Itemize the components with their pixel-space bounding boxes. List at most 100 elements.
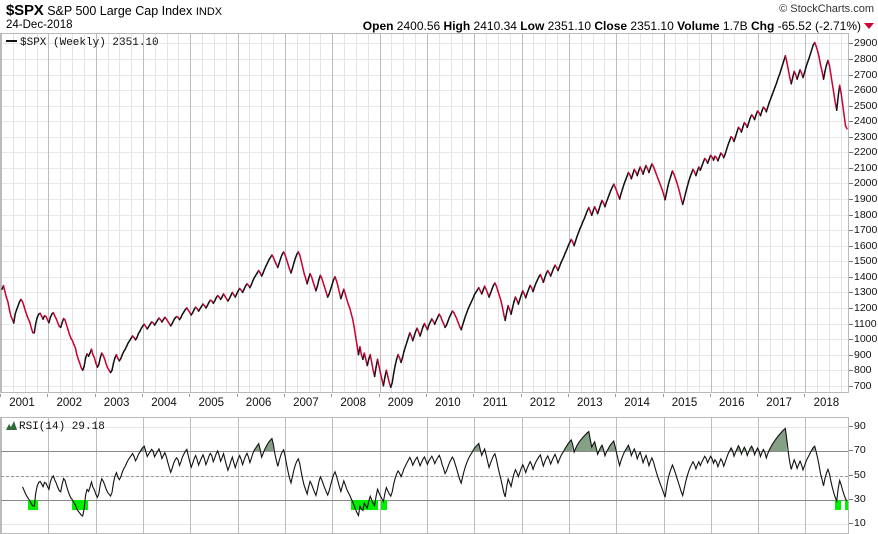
gridline-quarter bbox=[769, 34, 771, 392]
x-tick-label-2016: 2016 bbox=[719, 397, 745, 409]
price-y-tick-label: 1000 bbox=[854, 333, 878, 346]
price-y-tick-mark bbox=[849, 214, 853, 216]
gridline-quarter bbox=[225, 34, 227, 392]
gridline-horizontal bbox=[1, 370, 848, 372]
price-y-tick-mark bbox=[849, 74, 853, 76]
gridline-horizontal bbox=[1, 121, 848, 123]
x-tick-label-2014: 2014 bbox=[624, 397, 650, 409]
gridline-quarter bbox=[793, 34, 795, 392]
gridline-quarter bbox=[24, 34, 26, 392]
gridline-horizontal bbox=[1, 276, 848, 278]
gridline-horizontal bbox=[1, 90, 848, 91]
rsi-legend: RSI(14) 29.18 bbox=[6, 421, 105, 433]
rsi-level-70 bbox=[1, 451, 848, 452]
symbol-exchange: INDX bbox=[195, 6, 223, 18]
gridline-year bbox=[805, 34, 807, 392]
symbol-name: S&P 500 Large Cap Index bbox=[47, 4, 193, 18]
gridline-horizontal bbox=[1, 385, 848, 387]
price-y-tick-label: 1400 bbox=[854, 270, 878, 283]
price-y-tick-label: 2600 bbox=[854, 84, 878, 96]
gridline-horizontal bbox=[1, 43, 848, 45]
rsi-oversold-box bbox=[381, 500, 388, 510]
price-y-tick-label: 2400 bbox=[854, 115, 878, 128]
x-tick-label-2010: 2010 bbox=[435, 397, 461, 409]
x-tick-label-2017: 2017 bbox=[766, 397, 792, 409]
x-tick-mark bbox=[236, 394, 238, 397]
gridline-year bbox=[426, 34, 428, 392]
x-tick-label-2005: 2005 bbox=[198, 397, 225, 409]
gridline-quarter bbox=[119, 34, 121, 392]
quote-date: 24-Dec-2018 bbox=[6, 19, 73, 31]
price-y-tick-label: 2000 bbox=[854, 177, 878, 190]
x-tick-mark bbox=[520, 394, 522, 397]
gridline-quarter bbox=[604, 34, 606, 392]
open-value: 2400.56 bbox=[396, 19, 441, 33]
price-y-tick-label: 1300 bbox=[854, 286, 878, 299]
gridline-year bbox=[379, 34, 381, 392]
price-chart-panel[interactable] bbox=[0, 33, 849, 393]
gridline-horizontal bbox=[1, 245, 848, 247]
x-tick-mark bbox=[804, 394, 806, 397]
gridline-quarter bbox=[722, 34, 724, 392]
x-tick-mark bbox=[473, 394, 475, 397]
price-y-tick-mark bbox=[849, 199, 853, 200]
gridline-quarter bbox=[533, 34, 535, 392]
price-y-tick-label: 1600 bbox=[854, 239, 878, 252]
gridline-quarter bbox=[746, 34, 748, 392]
x-tick-mark bbox=[615, 394, 617, 397]
price-legend-label: $SPX (Weekly) 2351.10 bbox=[20, 37, 159, 49]
gridline-year bbox=[474, 34, 476, 392]
price-y-tick-label: 1800 bbox=[854, 208, 878, 221]
price-y-tick-mark bbox=[849, 261, 853, 263]
x-axis: 2001 2002 2003 2004 2005 2006 2007 2008 2009 2010… bbox=[0, 394, 849, 414]
gridline-quarter bbox=[403, 34, 405, 392]
rsi-y-tick-label: 50 bbox=[854, 468, 866, 481]
gridline-quarter bbox=[545, 34, 547, 392]
rsi-chart-panel[interactable] bbox=[0, 417, 849, 534]
high-value: 2410.34 bbox=[473, 19, 517, 33]
chart-title: $SPX S&P 500 Large Cap Index INDX bbox=[6, 3, 222, 20]
gridline-quarter bbox=[166, 34, 168, 392]
price-y-tick-label: 1700 bbox=[854, 224, 878, 237]
x-tick-mark bbox=[425, 394, 427, 397]
gridline-year bbox=[143, 34, 144, 392]
gridline-horizontal bbox=[1, 230, 848, 232]
price-y-tick-label: 800 bbox=[854, 364, 872, 377]
price-y-tick-mark bbox=[849, 370, 853, 372]
rsi-y-tick-mark bbox=[849, 499, 853, 500]
mountain-area-icon bbox=[6, 421, 17, 430]
gridline-horizontal bbox=[1, 167, 848, 169]
price-y-tick-mark bbox=[849, 292, 853, 294]
gridline-quarter bbox=[628, 34, 629, 392]
rsi-line-series bbox=[1, 418, 848, 533]
rsi-y-tick-mark bbox=[849, 474, 853, 476]
x-tick-label-2003: 2003 bbox=[103, 397, 130, 409]
rsi-oversold-box bbox=[834, 500, 841, 510]
gridline-quarter bbox=[213, 34, 215, 392]
x-tick-label-2013: 2013 bbox=[577, 397, 603, 409]
x-tick-mark bbox=[709, 394, 711, 397]
rsi-oversold-box bbox=[71, 500, 88, 510]
price-y-tick-mark bbox=[849, 339, 853, 341]
symbol-ticker: $SPX bbox=[6, 2, 44, 19]
x-tick-label-2007: 2007 bbox=[293, 397, 319, 409]
price-y-tick-label: 1900 bbox=[854, 193, 878, 205]
price-y-tick-mark bbox=[849, 276, 853, 278]
gridline-quarter bbox=[734, 34, 736, 392]
gridline-horizontal bbox=[1, 354, 848, 356]
price-y-axis: 2900 2800 2700 2600 2500 2400 2300 2200 2100 2000… bbox=[849, 33, 878, 393]
gridline-quarter bbox=[249, 34, 251, 392]
rsi-y-tick-mark bbox=[849, 425, 853, 427]
gridline-quarter bbox=[72, 34, 73, 392]
x-tick-mark bbox=[757, 394, 759, 397]
gridline-quarter bbox=[391, 34, 393, 392]
price-line-series bbox=[1, 34, 848, 392]
gridline-year bbox=[190, 34, 192, 392]
gridline-horizontal bbox=[1, 307, 848, 309]
gridline-horizontal bbox=[1, 152, 848, 154]
change-down-triangle-icon bbox=[864, 23, 874, 29]
x-tick-mark bbox=[283, 394, 285, 397]
gridline-quarter bbox=[450, 34, 452, 392]
x-tick-mark bbox=[47, 394, 49, 397]
